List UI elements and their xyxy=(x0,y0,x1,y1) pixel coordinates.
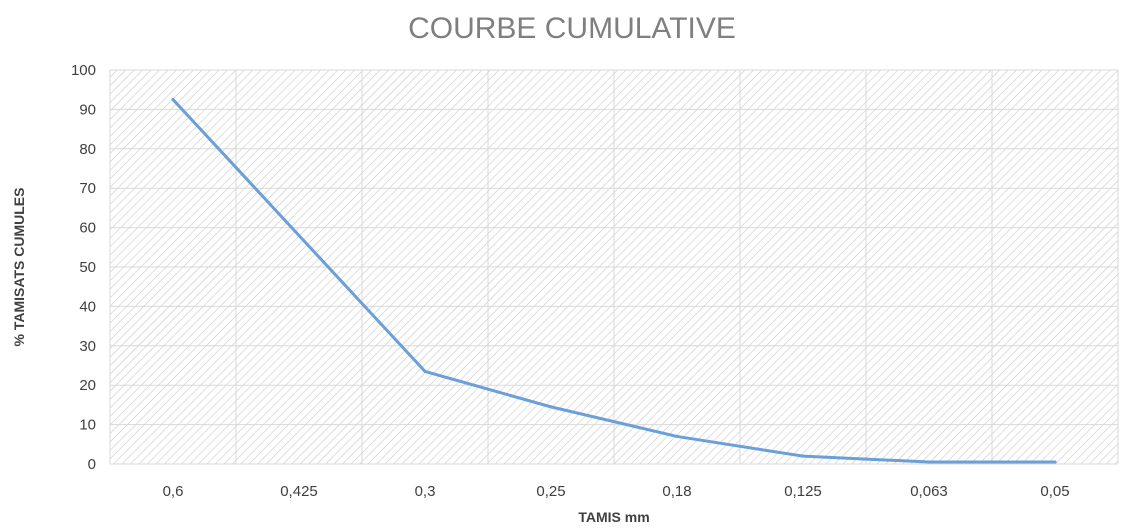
y-tick-label: 80 xyxy=(79,141,96,158)
series-group xyxy=(171,98,1057,464)
y-axis-ticks: 0 10 20 30 40 50 60 70 80 90 100 xyxy=(71,62,96,473)
gridlines xyxy=(109,69,1119,465)
y-tick-label: 100 xyxy=(71,62,96,79)
y-tick-label: 70 xyxy=(79,180,96,197)
x-tick-label: 0,25 xyxy=(536,483,565,500)
x-tick-label: 0,125 xyxy=(784,483,822,500)
chart-title: COURBE CUMULATIVE xyxy=(408,12,736,45)
y-axis-label: % TAMISATS CUMULES xyxy=(11,188,27,347)
y-tick-label: 30 xyxy=(79,338,96,355)
series-line xyxy=(171,98,1057,464)
x-axis-ticks: 0,6 0,425 0,3 0,25 0,18 0,125 0,063 0,05 xyxy=(163,483,1070,500)
y-tick-label: 20 xyxy=(79,377,96,394)
y-tick-label: 90 xyxy=(79,101,96,118)
x-tick-label: 0,18 xyxy=(662,483,691,500)
x-tick-label: 0,05 xyxy=(1040,483,1069,500)
x-tick-label: 0,063 xyxy=(910,483,948,500)
data-point xyxy=(675,434,679,438)
data-point xyxy=(1053,460,1057,464)
y-tick-label: 0 xyxy=(88,456,96,473)
data-point xyxy=(297,233,301,237)
data-point xyxy=(171,98,175,102)
x-tick-label: 0,425 xyxy=(280,483,318,500)
y-tick-label: 60 xyxy=(79,220,96,237)
data-point xyxy=(927,460,931,464)
data-point xyxy=(801,454,805,458)
data-point xyxy=(549,405,553,409)
x-axis-label: TAMIS mm xyxy=(578,509,649,525)
y-tick-label: 40 xyxy=(79,298,96,315)
data-point xyxy=(423,369,427,373)
x-tick-label: 0,6 xyxy=(163,483,184,500)
y-tick-label: 50 xyxy=(79,259,96,276)
y-tick-label: 10 xyxy=(79,417,96,434)
x-tick-label: 0,3 xyxy=(415,483,436,500)
